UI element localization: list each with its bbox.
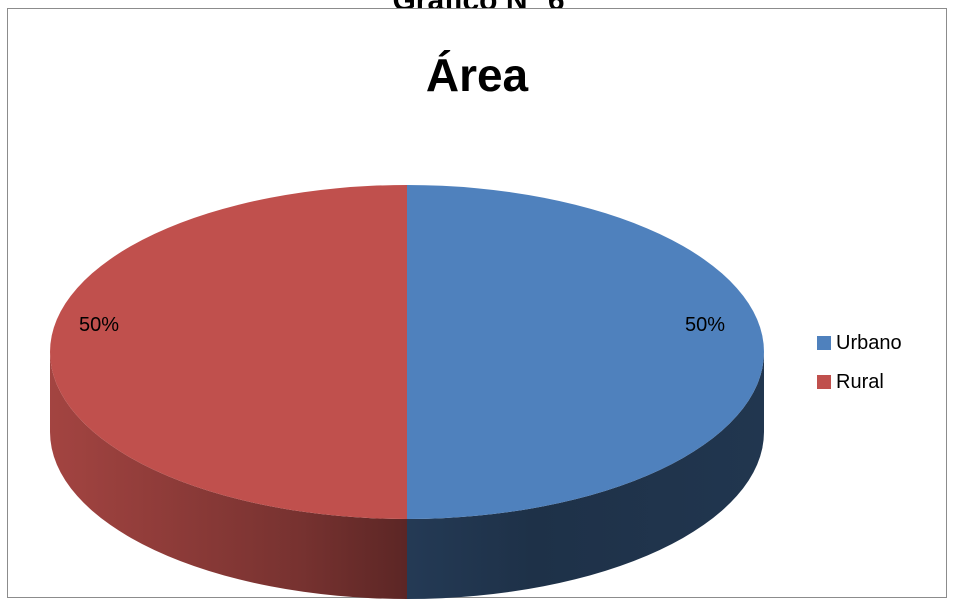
legend-swatch-urbano [817, 336, 831, 350]
legend-label-urbano: Urbano [836, 331, 902, 354]
chart-area: Área [7, 8, 947, 599]
pie-slice-rural [50, 185, 407, 519]
legend-swatch-rural [817, 375, 831, 389]
pie-side-urbano [407, 352, 764, 599]
legend-item-rural: Rural [817, 369, 902, 395]
legend-label-rural: Rural [836, 370, 884, 393]
pie-chart [50, 185, 764, 599]
data-label-rural: 50% [79, 314, 120, 336]
legend: Urbano Rural [817, 330, 902, 408]
chart-title: Área [425, 49, 529, 101]
pie-slice-urbano [407, 185, 764, 519]
data-label-urbano: 50% [685, 314, 726, 336]
pie-side-rural [50, 352, 407, 599]
legend-item-urbano: Urbano [817, 330, 902, 356]
